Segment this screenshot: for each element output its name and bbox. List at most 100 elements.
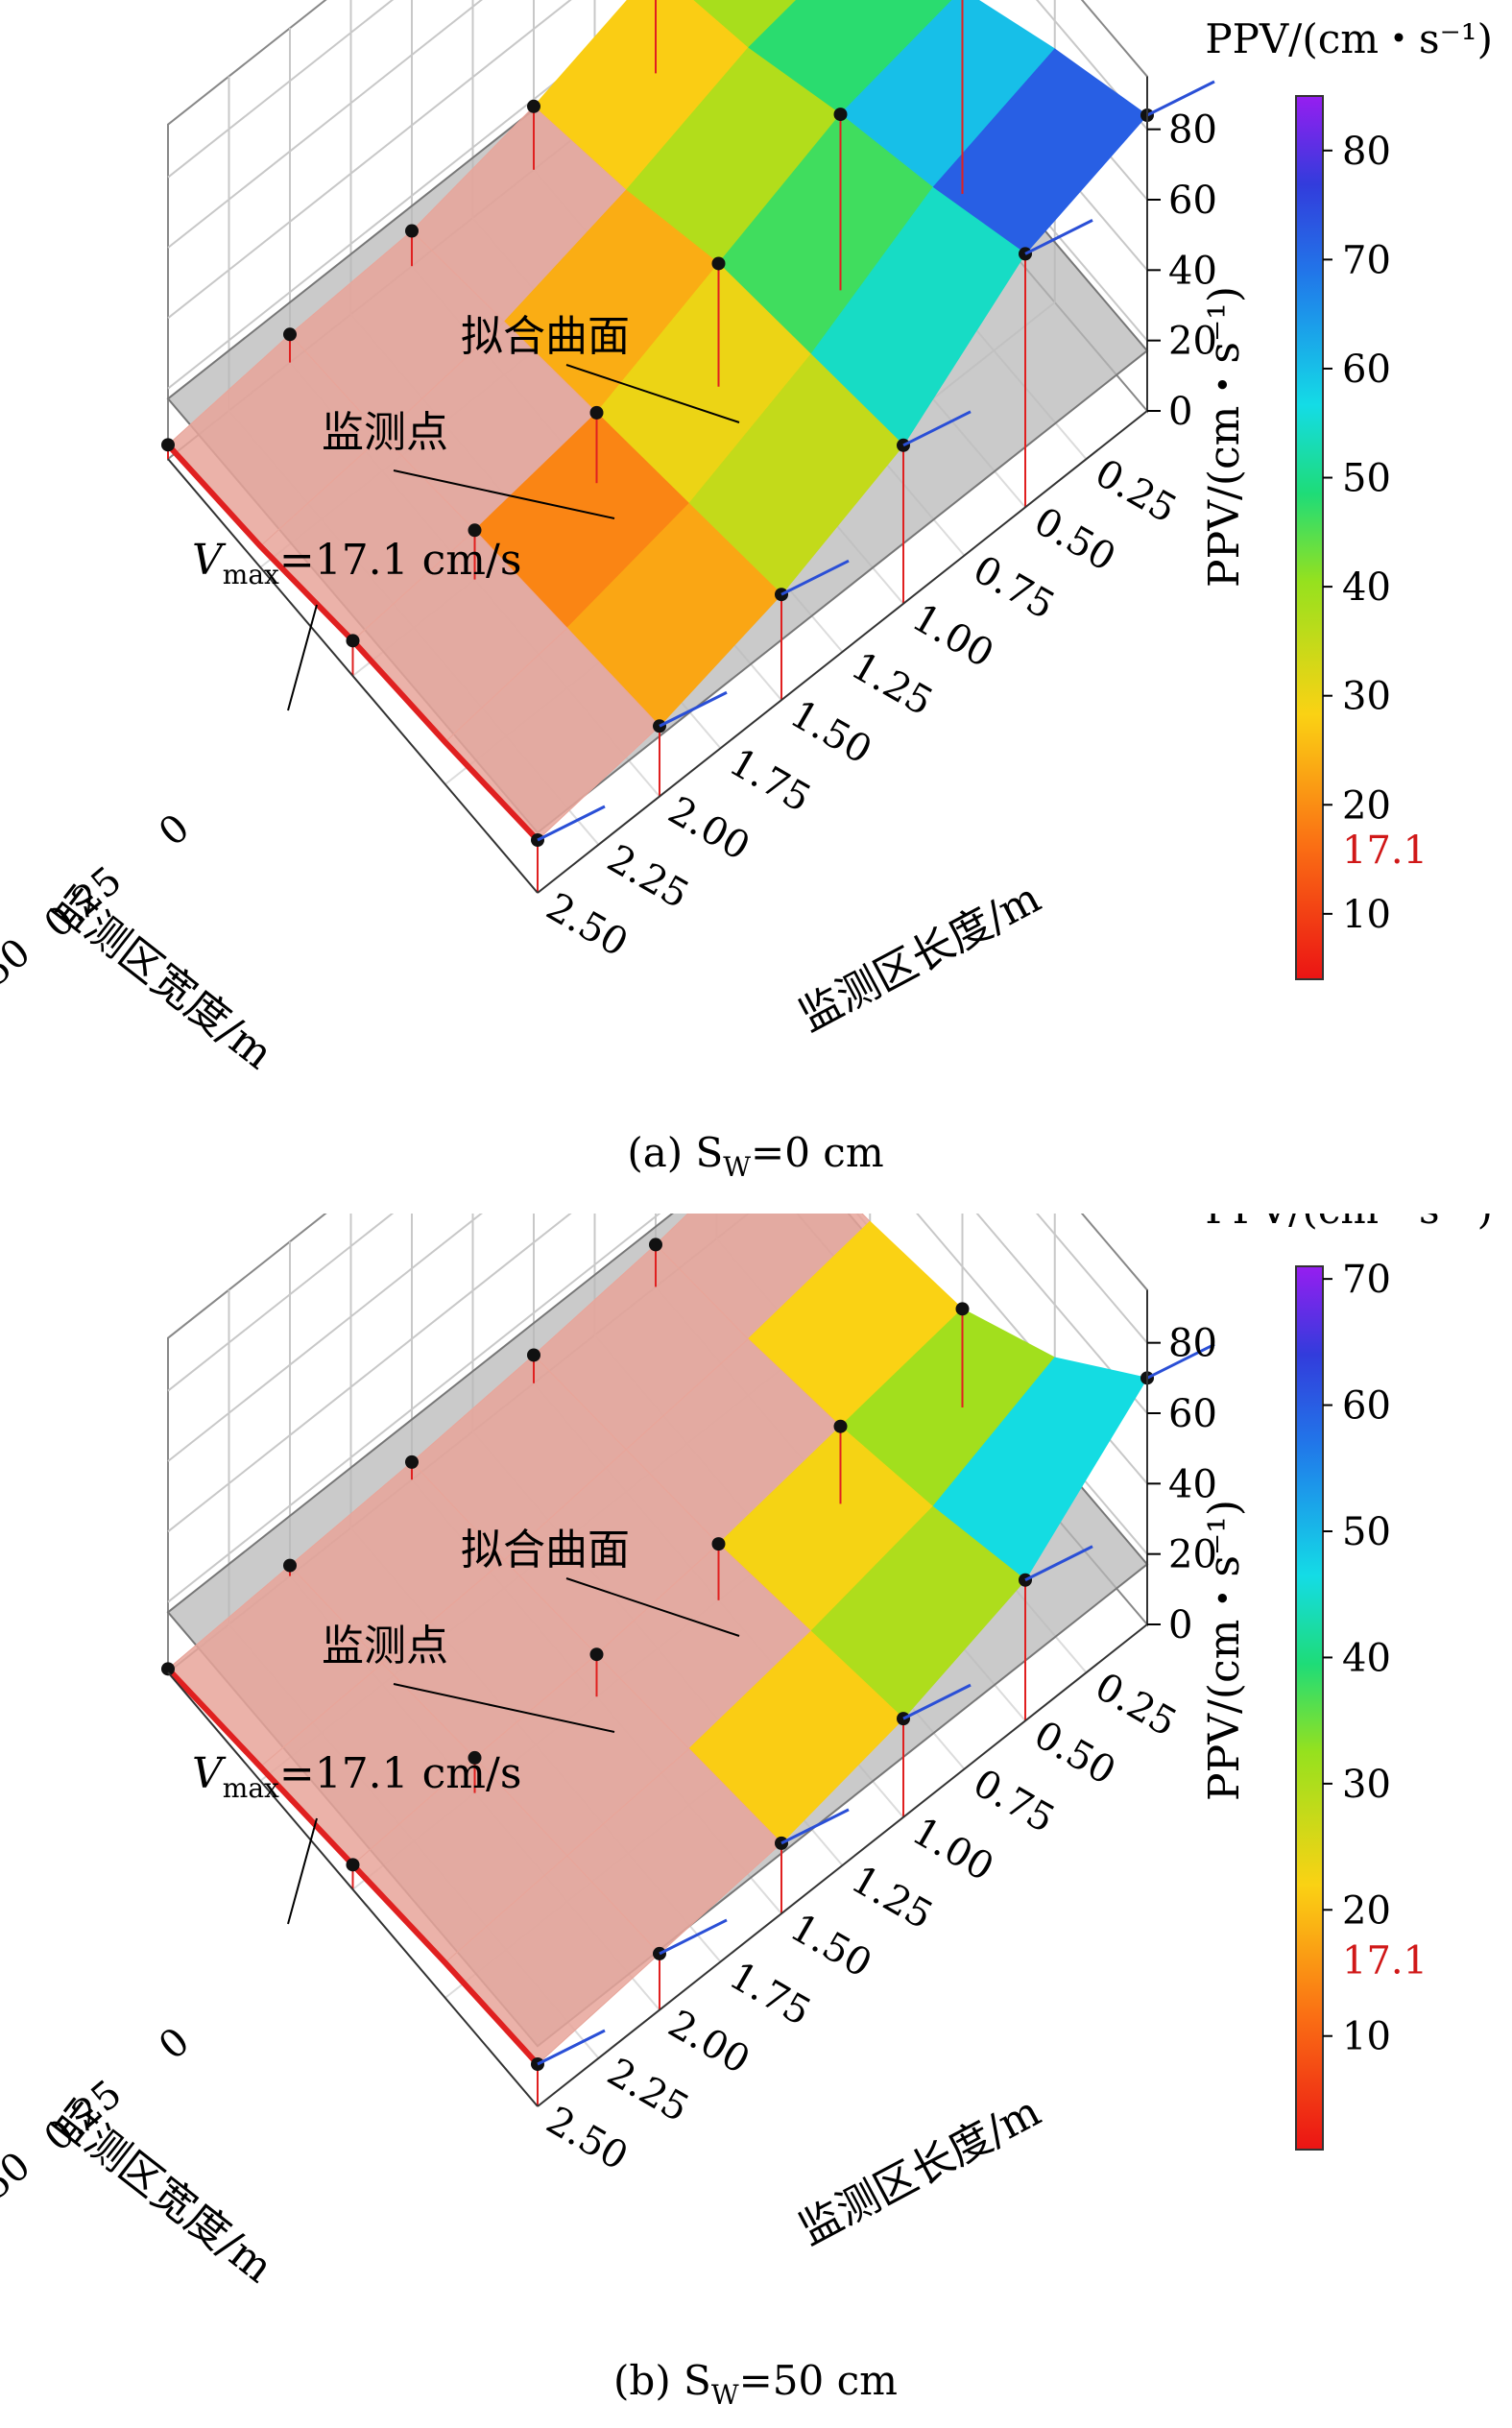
x-tick-label: 1.25 (844, 1858, 940, 1938)
monitoring-point (1019, 1573, 1032, 1587)
annotation-leader (565, 364, 740, 423)
z-tick-label: 0 (1168, 1603, 1192, 1647)
box-edge (537, 1623, 1148, 2107)
annotation-vmax: Vmax=17.1 cm/s (192, 1749, 521, 1804)
chart-a-svg: 020406080PPV/(cm・s⁻¹)0.250.500.751.001.2… (0, 0, 1493, 1183)
annotation-surface: 拟合曲面 (461, 312, 630, 361)
x-tick-label: 2.25 (600, 836, 696, 917)
x-tick-label: 2.50 (539, 2099, 635, 2179)
x-tick-label: 2.00 (660, 2002, 756, 2082)
z-axis-title: PPV/(cm・s⁻¹) (1200, 286, 1249, 588)
monitoring-point (405, 224, 419, 238)
vmax-sub: max (223, 559, 279, 590)
projection-line (1146, 1342, 1215, 1380)
x-axis-title: 监测区长度/m (791, 874, 1048, 1042)
colorbar-tick-label: 50 (1342, 457, 1391, 501)
colorbar-tick-label: 40 (1342, 565, 1391, 610)
monitoring-point (161, 1662, 175, 1676)
x-tick-label: 2.50 (539, 885, 635, 966)
monitoring-point (346, 1858, 360, 1872)
vmax-v: V (192, 536, 227, 585)
colorbar-tick-label: 80 (1342, 130, 1391, 174)
colorbar-tick-label: 50 (1342, 1510, 1391, 1554)
box-edge (167, 1671, 539, 2107)
colorbar-tick-label: 10 (1342, 2015, 1391, 2059)
y-axis-title: 监测区宽度/m (42, 877, 281, 1078)
x-tick-label: 2.25 (600, 2050, 696, 2130)
monitoring-point (833, 108, 848, 122)
z-tick-label: 0 (1168, 390, 1192, 434)
vmax-sub: max (223, 1772, 279, 1804)
projection-line (659, 690, 728, 728)
z-tick-label: 60 (1168, 179, 1217, 223)
projection-line (902, 410, 972, 447)
colorbar-threshold-label: 17.1 (1342, 1938, 1428, 1983)
caption-prefix: (b) S (613, 2357, 711, 2404)
y-axis-title: 监测区宽度/m (42, 2090, 281, 2292)
chart-panel-b: 0 20 40 60 80 PPV/(cm・s⁻¹) 0.25 0.50 0.75 1.00 1.2… (0, 1214, 1512, 2427)
annotation-leader (287, 1817, 318, 1925)
y-tick-label: 0.50 (0, 2144, 39, 2232)
x-tick-label: 0.50 (1026, 1713, 1122, 1793)
monitoring-point (955, 1302, 970, 1316)
colorbar (1295, 95, 1324, 980)
annotation-vmax: Vmax=17.1 cm/s (192, 536, 521, 590)
z-tick-label: 80 (1168, 1322, 1217, 1366)
colorbar-title: PPV/(cm・s⁻¹) (1205, 1214, 1493, 1233)
colorbar-tick-label: 20 (1342, 1888, 1391, 1933)
z-tick-label: 40 (1168, 249, 1217, 293)
y-tick-label: 0 (151, 805, 198, 855)
monitoring-point (589, 405, 604, 420)
x-axis-title: 监测区长度/m (791, 2087, 1048, 2255)
colorbar-threshold-label: 17.1 (1342, 829, 1428, 873)
x-tick-label: 1.75 (722, 1954, 818, 2034)
projection-line (659, 1918, 728, 1956)
colorbar (1295, 1265, 1324, 2151)
monitoring-point (405, 1454, 419, 1469)
caption-prefix: (a) S (627, 1129, 723, 1176)
grid-line (167, 1214, 1148, 1462)
projection-line (1146, 80, 1215, 117)
grid-line (167, 0, 1148, 179)
z-tick-label: 80 (1168, 108, 1217, 153)
monitoring-point (711, 1537, 726, 1551)
vmax-tail: =17.1 cm/s (279, 536, 522, 585)
grid-line (167, 1214, 1148, 1392)
annotation-points: 监测点 (322, 1622, 448, 1671)
annotation-leader (393, 469, 615, 519)
z-tick-label: 20 (1168, 320, 1217, 364)
y-tick-label: 0 (151, 2019, 198, 2069)
colorbar-tick-label: 30 (1342, 675, 1391, 719)
caption-tail: =0 cm (751, 1129, 884, 1176)
x-tick-label: 1.50 (782, 692, 878, 773)
x-tick-label: 1.75 (722, 740, 818, 821)
z-tick-label: 60 (1168, 1392, 1217, 1436)
annotation-leader (393, 1683, 615, 1733)
colorbar-tick-label: 60 (1342, 1384, 1391, 1429)
monitoring-point (833, 1419, 848, 1433)
y-tick-label: 0.50 (0, 930, 39, 1019)
monitoring-point (527, 1348, 540, 1362)
chart-panel-a: 0 20 40 60 80 PPV/(cm・s⁻¹) 0.25 0.50 0.75 1.00 1.2… (0, 0, 1493, 1183)
figure-caption: (a) SW=0 cm (627, 1129, 883, 1183)
caption-tail: =50 cm (739, 2357, 898, 2404)
projection-line (1024, 219, 1093, 255)
colorbar-title: PPV/(cm・s⁻¹) (1205, 15, 1493, 62)
colorbar-tick-label: 30 (1342, 1763, 1391, 1807)
caption-sub: W (723, 1151, 751, 1183)
box-edge (167, 458, 539, 894)
projection-line (780, 1808, 850, 1845)
monitoring-point (346, 634, 360, 648)
monitoring-point (161, 438, 175, 452)
monitoring-point (283, 327, 297, 342)
z-tick-label: 20 (1168, 1533, 1217, 1577)
annotation-leader (287, 604, 318, 711)
annotation-surface: 拟合曲面 (461, 1526, 630, 1575)
monitoring-point (589, 1647, 604, 1662)
x-tick-label: 1.50 (782, 1906, 878, 1986)
grid-line (167, 1214, 1148, 1533)
x-tick-label: 0.75 (966, 1761, 1062, 1841)
colorbar-tick-label: 60 (1342, 348, 1391, 392)
monitoring-point (775, 1836, 788, 1850)
x-tick-label: 1.00 (904, 1809, 1000, 1889)
